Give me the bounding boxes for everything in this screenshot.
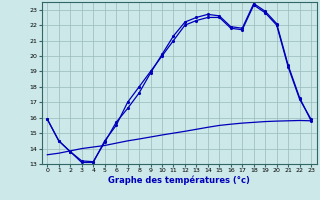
- X-axis label: Graphe des températures (°c): Graphe des températures (°c): [108, 176, 250, 185]
